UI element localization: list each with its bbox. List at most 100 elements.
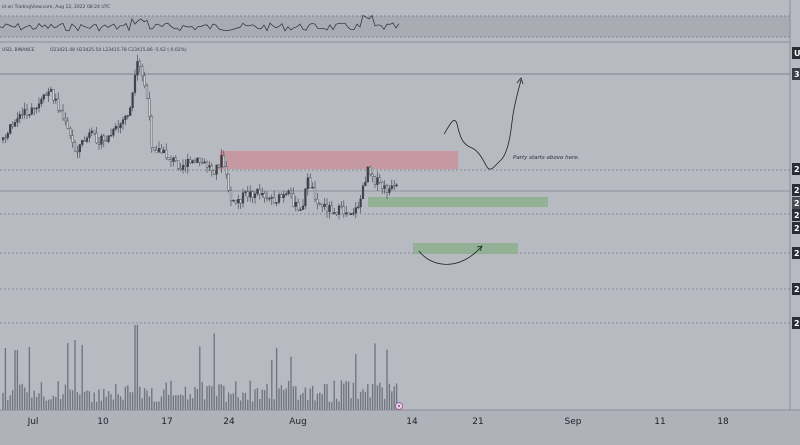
volume-bar [103,388,105,410]
candle-body [181,164,185,170]
volume-bar [287,380,290,410]
candle-body [28,114,31,116]
candle-body [354,207,357,214]
volume-bar [187,399,189,410]
candle-body [258,188,261,195]
volume-bar [273,399,275,410]
x-tick-labels: Jul 10 17 24 Aug 14 21 Sep 11 18 [27,417,729,427]
candle-body [145,85,149,99]
volume-bar [297,399,299,410]
volume-bar [357,398,359,410]
volume-bar [129,392,131,410]
price-label-bg [792,283,800,295]
candle-body [301,205,305,210]
volume-bar [127,385,129,410]
demand-zone-upper[interactable] [368,197,548,207]
candle-body [172,157,175,162]
volume-bar [239,400,242,410]
candle-body [287,190,290,194]
candle-body [352,212,355,215]
candle-body [37,103,41,109]
volume-bar [196,389,199,410]
volume-bar [151,388,153,410]
candle-body [251,191,254,198]
candle-body [78,144,81,153]
candle-body [119,123,122,129]
volume-bar [352,382,355,410]
volume-bar [331,401,333,410]
candle-body [234,199,237,204]
candle-body [311,186,314,189]
supply-zone[interactable] [220,151,458,169]
time-axis[interactable] [0,410,800,445]
candle-body [347,212,350,216]
volume-bar [35,396,38,410]
symbol-line: USD, BINANCE [2,47,35,53]
volume-bar [218,384,220,410]
volume-bar [7,400,9,410]
volume-bar [338,401,340,410]
volume-bar [21,383,23,410]
volume-bar [254,389,256,410]
candle-body [57,98,60,111]
volume-bar [67,343,69,410]
candle-body [95,132,98,144]
volume-bar [275,347,278,410]
oscillator-line [0,14,400,32]
volume-bar [283,390,285,410]
candle-body [153,147,156,151]
candle-body [71,135,74,143]
ohlc-line: O23421.48 H23425.54 L23415.78 C23415.86 … [50,47,187,53]
price-label-text: 2 [794,249,800,258]
volume-bar [371,384,374,410]
volume-bar [175,395,177,410]
volume-bar [364,391,367,410]
price-label-text: 2 [794,319,800,328]
volume-bar [172,395,175,410]
volume-bar [367,383,369,410]
candle-body [133,74,137,93]
candle-body [13,122,17,127]
candle-body [215,164,218,175]
price-label-bg [792,163,800,175]
volume-bar [263,390,266,410]
candle-body [4,137,7,139]
volume-bar [31,397,33,410]
volume-bar [141,398,143,410]
volume-bar [302,392,304,410]
volume-bar [230,394,232,410]
volume-bar [328,401,331,410]
demand-zone-lower[interactable] [413,243,518,254]
candle-body [18,114,21,119]
published-line: id on TradingView.com, Aug 12, 2022 08:2… [2,4,110,10]
volume-bar [95,401,98,410]
volume-bar [379,382,381,410]
volume-bar [393,386,395,410]
candle-body [162,149,165,154]
volume-bar [74,340,76,410]
price-label: 2 [792,197,800,209]
volume-bar [194,386,196,410]
candle-body [208,165,211,168]
candle-body [40,98,43,104]
volume-bar [163,389,165,410]
candle-body [150,116,153,148]
candle-body [232,199,235,202]
volume-bar [333,380,335,410]
volume-bar [268,398,271,410]
candle-body [196,157,199,163]
price-label-text: U [794,49,800,58]
price-scale[interactable]: U 3 2 2 2 2 2 2 2 2 [792,47,800,329]
candle-body [393,185,396,188]
volume-bar [148,396,151,410]
volume-bar [83,391,86,410]
volume-bar [93,392,95,410]
x-tick-label: 10 [97,417,109,427]
candle-body [203,161,206,164]
candle-body [81,140,84,145]
candle-body [102,135,105,141]
volume-bar [261,389,263,410]
price-label: 2 [792,184,800,196]
volume-bar [79,394,81,410]
